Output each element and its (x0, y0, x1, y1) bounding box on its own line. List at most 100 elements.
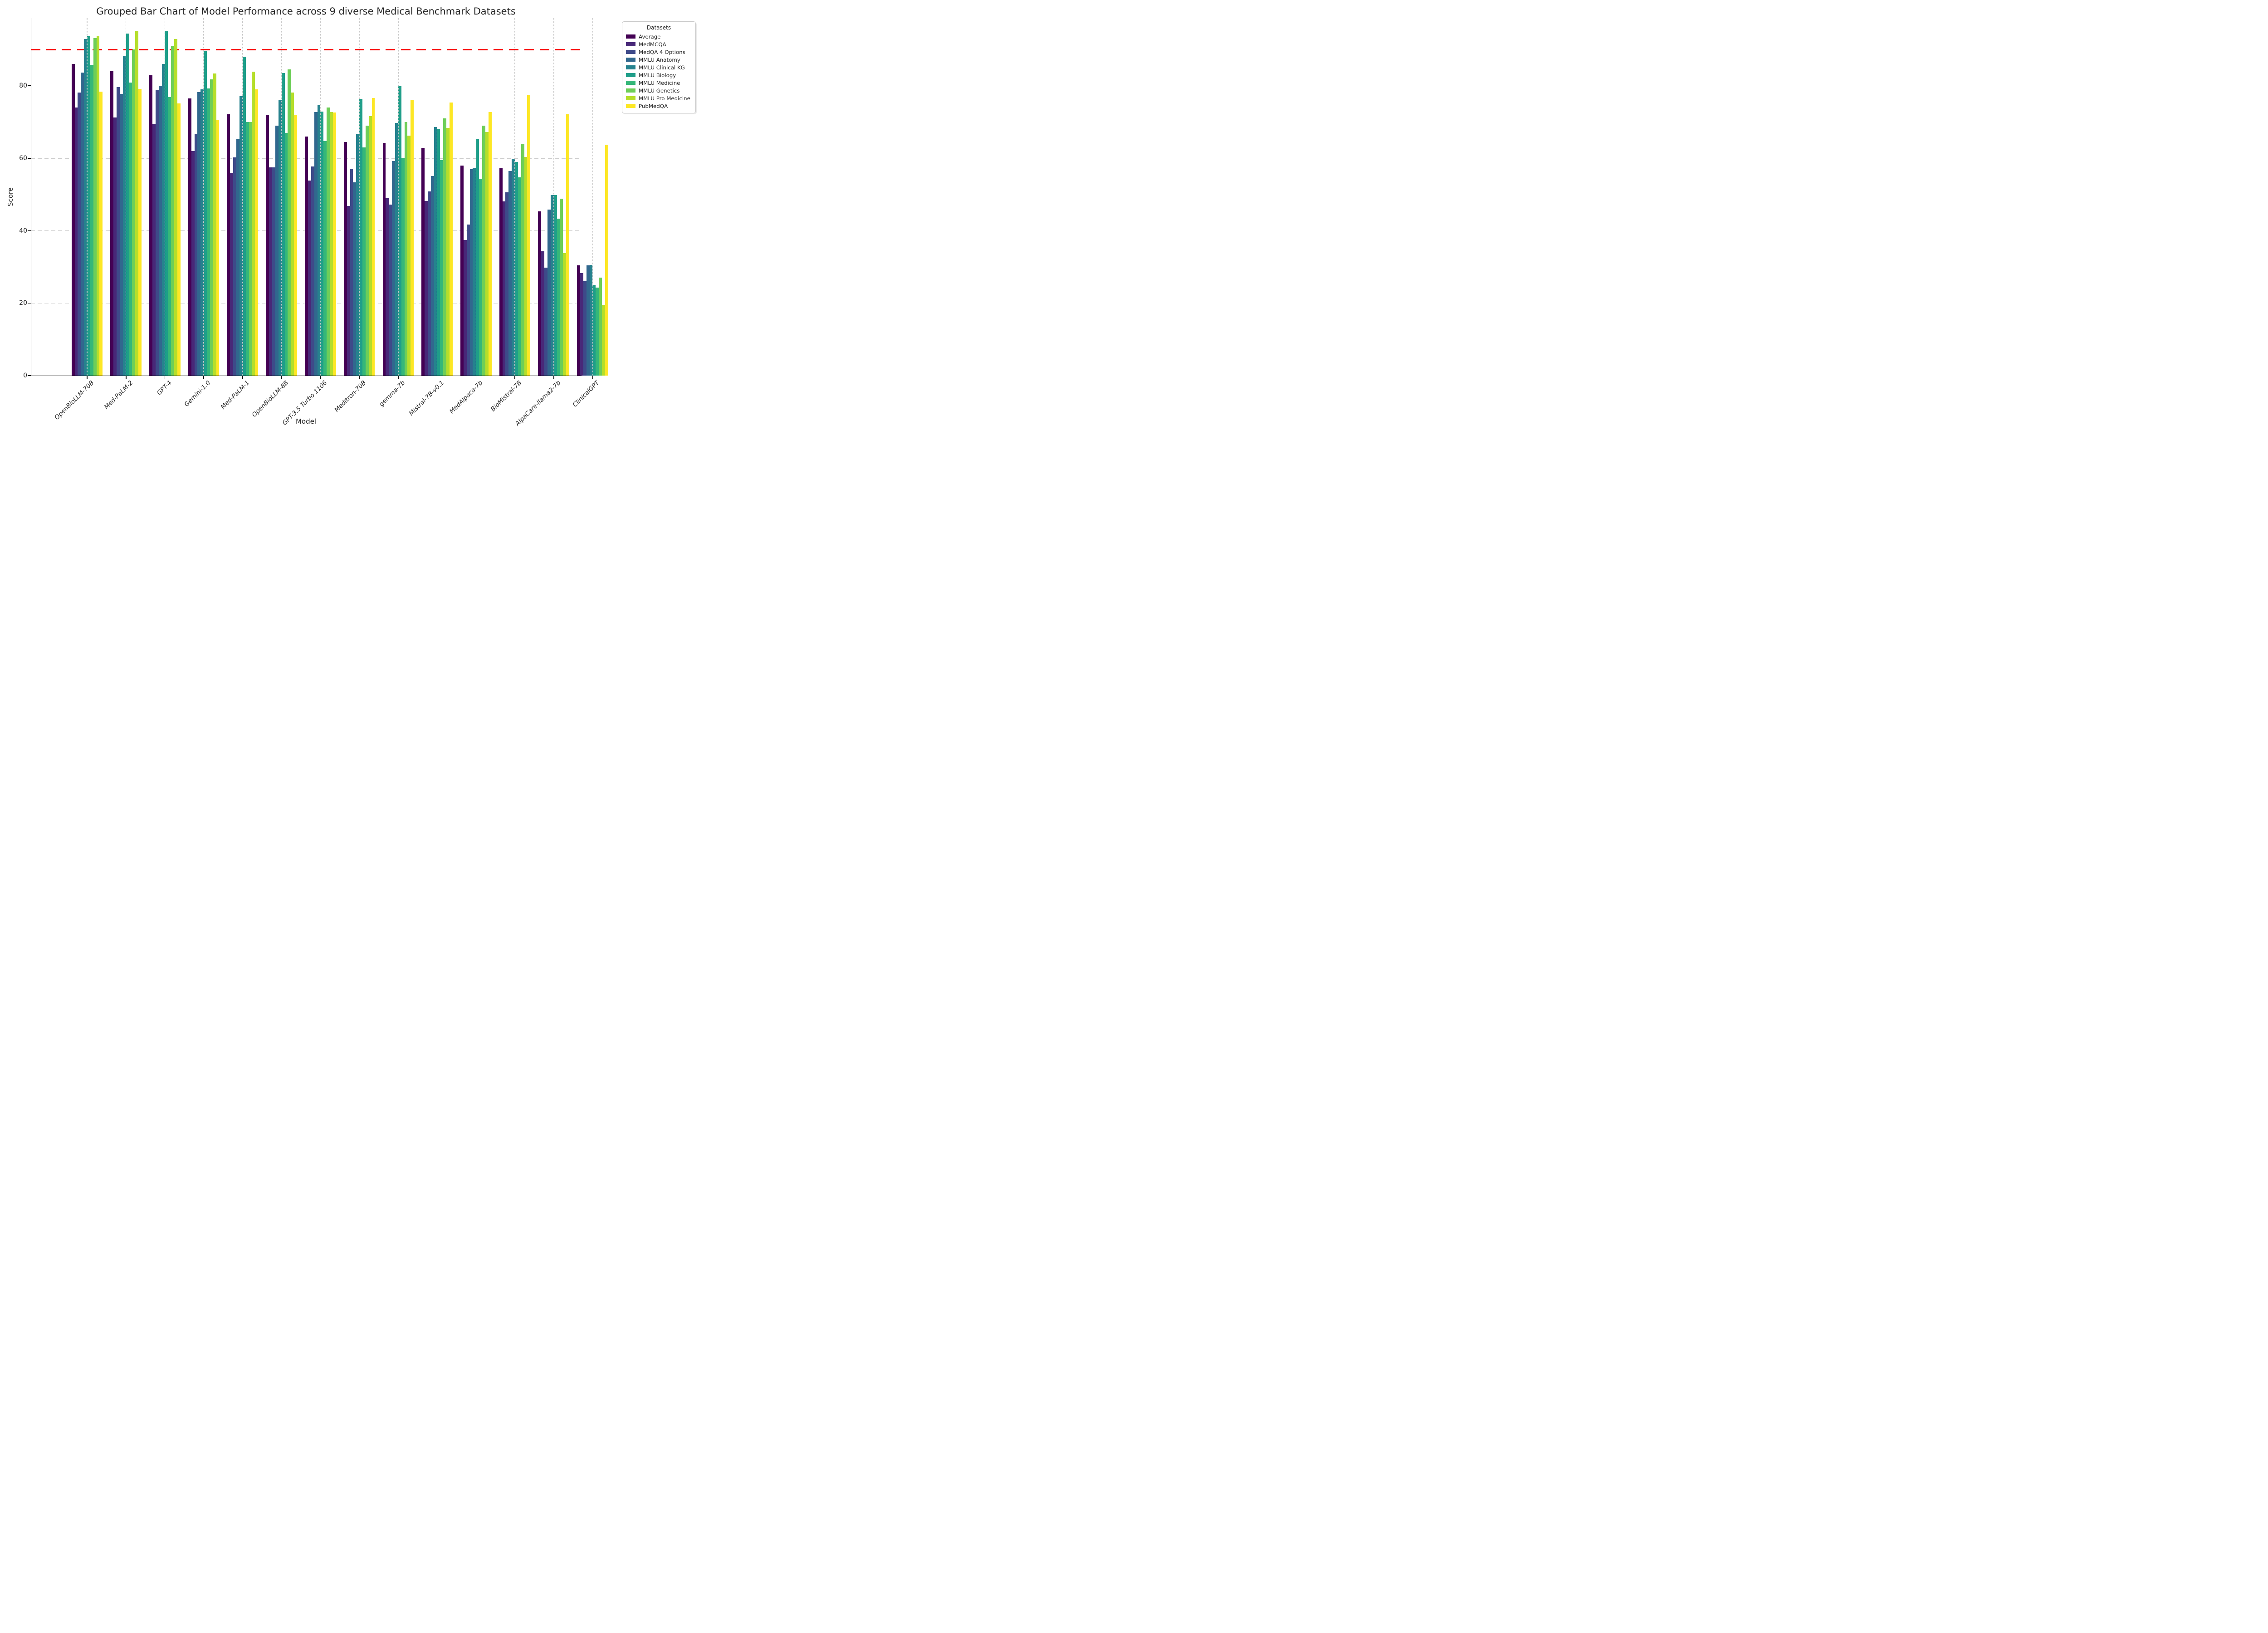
x-tick-mark (164, 376, 166, 379)
bar (332, 112, 336, 376)
x-tick-mark (281, 376, 282, 379)
legend-label: MMLU Genetics (639, 87, 680, 94)
legend-swatch (626, 34, 635, 39)
legend-label: MedQA 4 Options (639, 49, 685, 55)
bar-group (499, 18, 531, 376)
bar (347, 205, 350, 376)
bar (602, 305, 605, 376)
bar (460, 165, 464, 376)
x-gridline (398, 18, 399, 376)
bar (488, 112, 492, 376)
x-tick-label: OpenBioLLM-8B (250, 379, 290, 419)
legend-entry: MedMCQA (626, 40, 692, 48)
bar (113, 117, 117, 376)
bar (440, 160, 444, 376)
x-gridline (87, 18, 88, 376)
bar (120, 93, 123, 376)
bar (197, 92, 201, 376)
legend-label: MMLU Anatomy (639, 56, 680, 63)
x-axis-label: Model (295, 417, 317, 425)
bar (563, 253, 567, 376)
bar (577, 265, 581, 376)
bar (110, 71, 114, 376)
bar (586, 265, 590, 376)
bar (538, 211, 542, 376)
bar (252, 72, 255, 376)
bar (485, 132, 489, 376)
legend-entries: Average MedMCQA MedQA 4 Options MMLU Anatom… (626, 33, 692, 110)
x-gridline (475, 18, 477, 376)
bar (227, 114, 230, 376)
x-tick-mark (242, 376, 243, 379)
legend-entry: MMLU Clinical KG (626, 64, 692, 71)
bar (188, 98, 191, 376)
legend-entry: MMLU Biology (626, 71, 692, 79)
bar (210, 79, 213, 376)
x-tick-label: Gemini-1.0 (183, 379, 212, 408)
bar (132, 49, 136, 376)
bar (87, 36, 90, 376)
bar (138, 88, 142, 376)
bar (90, 65, 93, 376)
bar (204, 51, 207, 376)
x-tick-mark (203, 376, 204, 379)
x-gridline (164, 18, 166, 376)
x-tick-label: gemma-7b (377, 379, 407, 408)
bar (311, 166, 314, 376)
x-tick-mark (359, 376, 360, 379)
bar (427, 191, 431, 376)
legend-entry: MMLU Pro Medicine (626, 94, 692, 102)
bar (404, 122, 408, 376)
bar (343, 142, 347, 376)
x-tick-label: BioMistral-7B (489, 379, 523, 413)
bar (505, 192, 509, 376)
x-tick-label: Med-PaLM-1 (219, 379, 251, 411)
bar (350, 169, 353, 376)
bar-group (110, 18, 142, 376)
bar (149, 75, 153, 376)
bar (392, 161, 395, 376)
bar-group (188, 18, 220, 376)
bar (158, 86, 162, 376)
bar (269, 167, 273, 376)
x-tick-label: Mistral-7B-v0.1 (407, 379, 445, 417)
bar (81, 72, 84, 376)
x-gridline (125, 18, 127, 376)
bar (249, 122, 252, 376)
bar (479, 179, 483, 376)
bar (129, 83, 132, 376)
bar-group (305, 18, 336, 376)
bar (547, 209, 551, 376)
bar (356, 133, 360, 376)
legend-swatch (626, 104, 635, 108)
bar (213, 73, 216, 376)
x-tick-mark (592, 376, 593, 379)
bar (605, 144, 608, 376)
legend-label: MMLU Clinical KG (639, 64, 685, 71)
bar (288, 69, 291, 376)
x-gridline (203, 18, 204, 376)
bar (359, 99, 362, 376)
legend-label: MMLU Pro Medicine (639, 95, 690, 102)
bar (272, 167, 275, 376)
chart-title: Grouped Bar Chart of Model Performance a… (96, 6, 516, 17)
bar (430, 176, 434, 376)
legend-entry: MedQA 4 Options (626, 48, 692, 56)
bar (191, 151, 195, 376)
bar (518, 177, 521, 376)
x-tick-mark (475, 376, 477, 379)
bar (126, 34, 129, 376)
bar (368, 116, 372, 376)
bar (84, 39, 87, 376)
bar (327, 108, 330, 376)
bar (407, 136, 411, 376)
bar (255, 89, 259, 376)
legend-swatch (626, 96, 635, 100)
bar (177, 103, 181, 376)
y-tick-mark (28, 303, 31, 304)
x-gridline (320, 18, 321, 376)
bar-group (577, 18, 608, 376)
bar-group (343, 18, 375, 376)
x-tick-label: ClinicalGPT (572, 379, 601, 409)
bar (320, 111, 324, 376)
